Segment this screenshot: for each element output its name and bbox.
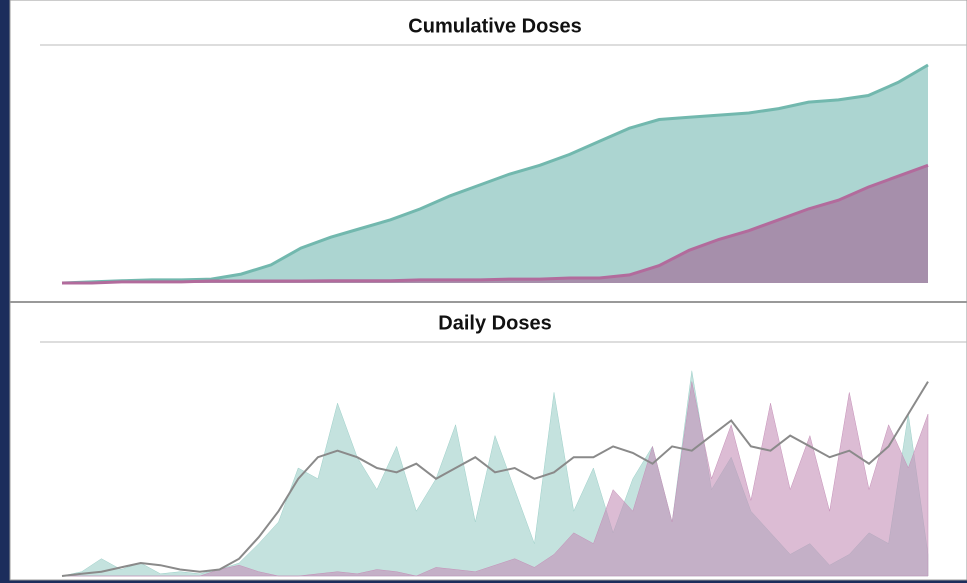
area bbox=[62, 65, 928, 283]
area-line bbox=[62, 163, 929, 285]
area bbox=[62, 165, 928, 283]
chart-title: Daily Doses bbox=[438, 312, 551, 334]
area-line bbox=[61, 63, 929, 285]
area bbox=[62, 381, 929, 577]
line bbox=[61, 381, 929, 577]
chart-title: Cumulative Doses bbox=[408, 15, 581, 37]
